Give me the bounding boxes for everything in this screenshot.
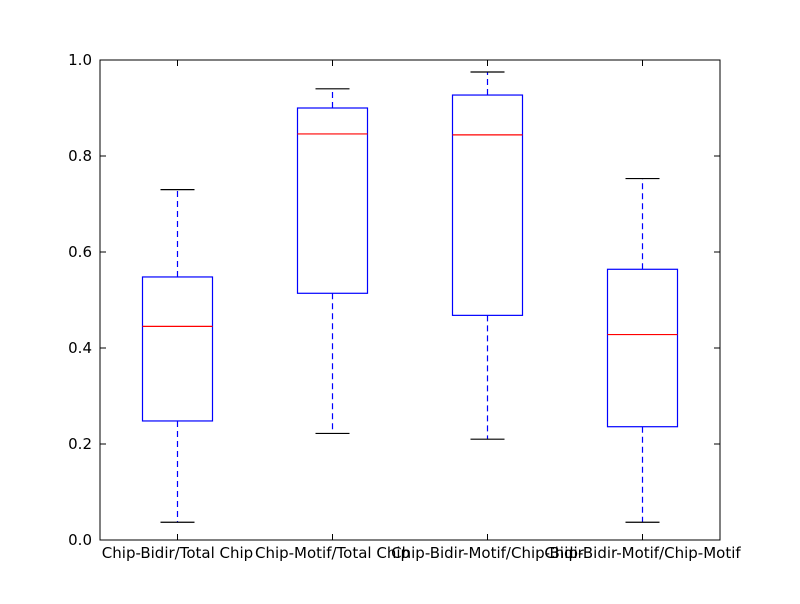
ytick-label: 0.4 [68,339,92,357]
box-iqr [296,107,369,294]
box-iqr [606,268,679,428]
xtick-label: Chip-Motif/Total Chip [255,544,410,562]
axes-frame [99,59,721,541]
ytick-label: 0.6 [68,243,92,261]
ytick-label: 0.2 [68,435,92,453]
box-iqr [451,94,524,316]
xtick-label: Chip-Bidir/Total Chip [102,544,253,562]
ytick-label: 0.8 [68,147,92,165]
xtick-label: Chip-Bidir-Motif/Chip-Bidir [391,544,585,562]
ytick-label: 1.0 [68,51,92,69]
xtick-label: Chip-Bidir-Motif/Chip-Motif [544,544,741,562]
ytick-label: 0.0 [68,531,92,549]
box-iqr [141,276,214,422]
